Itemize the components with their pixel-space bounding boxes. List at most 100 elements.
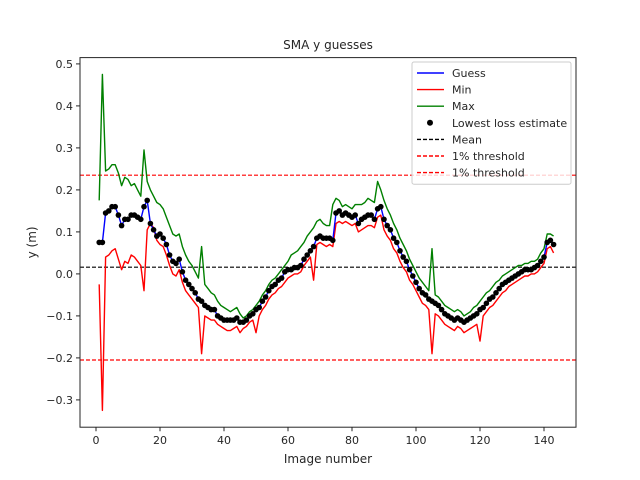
lowest-loss-point (474, 311, 480, 317)
legend-label: Lowest loss estimate (452, 117, 567, 130)
lowest-loss-point (336, 208, 343, 214)
y-tick-label: 0.5 (56, 58, 74, 71)
lowest-loss-point (259, 298, 266, 305)
lowest-loss-point (483, 300, 490, 307)
legend-label: Mean (452, 133, 482, 146)
lowest-loss-point (368, 212, 375, 218)
lowest-loss-point (352, 212, 359, 218)
lowest-loss-point (384, 222, 391, 229)
lowest-loss-point (256, 304, 263, 311)
lowest-loss-point (278, 275, 285, 281)
x-tick-label: 120 (470, 434, 491, 447)
lowest-loss-point (387, 227, 394, 233)
lowest-loss-point (157, 231, 163, 237)
lowest-loss-point (390, 235, 397, 241)
max-line (98, 73, 554, 319)
lowest-loss-point (410, 273, 416, 279)
lowest-loss-point (422, 292, 429, 298)
lowest-loss-point (538, 258, 544, 265)
x-tick-label: 0 (93, 434, 100, 447)
min-line (98, 214, 555, 412)
axes-frame (79, 57, 577, 428)
lowest-loss-point (243, 317, 250, 323)
lowest-loss-point (298, 262, 304, 269)
y-tick-label: 0.2 (56, 184, 74, 197)
lowest-loss-point (403, 258, 410, 265)
legend-label: 1% threshold (452, 167, 525, 180)
legend-label: Guess (452, 67, 486, 80)
lowest-loss-point (160, 235, 166, 241)
y-axis: −0.3 −0.2 −0.1 0.0 0.1 0.2 0.3 0.4 0.5 (46, 58, 80, 407)
lowest-loss-point (330, 237, 336, 244)
lowest-loss-point (304, 252, 311, 258)
lowest-loss-point (547, 237, 554, 244)
lowest-loss-point (147, 220, 154, 227)
x-tick-label: 80 (345, 434, 359, 447)
lowest-loss-point (550, 241, 557, 248)
lowest-loss-point (381, 216, 387, 223)
lowest-loss-point (355, 220, 362, 227)
lowest-loss-point (413, 279, 419, 286)
lowest-loss-point (106, 208, 112, 214)
y-axis-label: y (m) (25, 226, 39, 258)
x-tick-label: 40 (217, 434, 231, 447)
lowest-loss-point (176, 256, 182, 263)
lowest-loss-point (435, 302, 442, 309)
y-tick-label: −0.2 (46, 352, 73, 365)
x-tick-label: 60 (281, 434, 295, 447)
x-tick-label: 140 (534, 434, 555, 447)
lowest-loss-point (307, 248, 314, 254)
legend-label: 1% threshold (452, 150, 525, 163)
chart-title: SMA y guesses (283, 38, 373, 52)
x-tick-label: 20 (153, 434, 167, 447)
lowest-loss-point (163, 241, 170, 248)
lowest-loss-point (438, 306, 445, 313)
lowest-loss-point (182, 277, 189, 284)
lowest-loss-point (493, 290, 499, 296)
lowest-loss-point (272, 281, 279, 288)
y-tick-label: 0.0 (56, 268, 74, 281)
lowest-loss-point (266, 287, 272, 294)
lowest-loss-point (211, 306, 218, 313)
lowest-loss-point (166, 252, 173, 258)
lowest-loss-point (234, 315, 240, 321)
y-tick-label: −0.1 (46, 310, 73, 323)
lowest-loss-point (496, 285, 503, 292)
lowest-loss-point (397, 248, 403, 254)
plot-area (80, 73, 576, 412)
legend-label: Min (452, 84, 472, 97)
lowest-loss-point (118, 222, 125, 229)
lowest-loss-point (371, 216, 378, 223)
y-tick-label: −0.3 (46, 394, 73, 407)
y-tick-label: 0.3 (56, 142, 74, 155)
lowest-loss-point (480, 304, 487, 311)
lowest-loss-point (192, 290, 198, 296)
lowest-loss-point (198, 298, 205, 305)
lowest-loss-point (262, 294, 269, 300)
lowest-loss-point (310, 243, 317, 250)
lowest-loss-point (112, 203, 118, 210)
lowest-loss-point (125, 216, 131, 223)
lowest-loss-point (378, 203, 384, 210)
lowest-loss-point (138, 216, 144, 223)
lowest-loss-point (534, 262, 541, 269)
lowest-loss-point (115, 212, 122, 218)
lowest-loss-point (141, 203, 147, 210)
lowest-loss-point (416, 285, 423, 292)
lowest-loss-point (150, 227, 157, 233)
legend: Guess Min Max Lowest loss estimate Mean 1% th… (411, 61, 572, 185)
y-tick-label: 0.4 (56, 100, 74, 113)
lowest-loss-point (144, 197, 150, 204)
lowest-loss-point (189, 285, 195, 292)
lowest-loss-point (490, 294, 496, 300)
lowest-loss-point (250, 311, 256, 317)
x-axis: 0 20 40 60 80 100 120 140 (93, 427, 555, 447)
legend-box (411, 61, 572, 185)
lowest-loss-point (179, 269, 186, 275)
lowest-loss-point (186, 281, 192, 288)
lowest-loss-point (400, 254, 407, 260)
lowest-loss-point (541, 254, 547, 260)
y-tick-label: 0.1 (56, 226, 74, 239)
x-axis-label: Image number (284, 452, 372, 466)
